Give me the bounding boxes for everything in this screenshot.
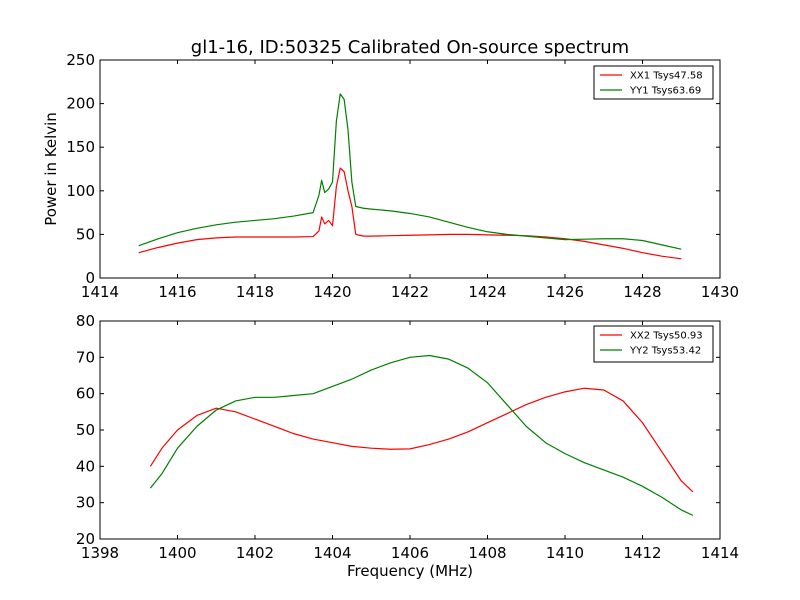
series-line-2 bbox=[138, 93, 682, 250]
x-tick-label: 1416 bbox=[158, 283, 196, 301]
y-tick-label: 250 bbox=[66, 51, 95, 69]
x-tick-label: 1414 bbox=[701, 544, 739, 562]
y-tick-label: 60 bbox=[76, 385, 95, 403]
y-tick-label: 200 bbox=[66, 95, 95, 113]
x-tick-label: 1406 bbox=[391, 544, 429, 562]
y-tick-label: 150 bbox=[66, 138, 95, 156]
legend-entry-1: XX2 Tsys50.93 bbox=[630, 331, 703, 342]
x-tick-label: 1418 bbox=[236, 283, 274, 301]
figure-title: gl1-16, ID:50325 Calibrated On-source sp… bbox=[191, 37, 629, 58]
y-tick-label: 100 bbox=[66, 182, 95, 200]
legend: XX1 Tsys47.58 YY1 Tsys63.69 bbox=[593, 65, 714, 100]
legend-box bbox=[593, 65, 714, 100]
x-tick-label: 1430 bbox=[701, 283, 739, 301]
legend-entry-2: YY2 Tsys53.42 bbox=[629, 346, 701, 357]
legend-entry-2: YY1 Tsys63.69 bbox=[629, 86, 701, 97]
x-tick-label: 1408 bbox=[468, 544, 506, 562]
x-tick-label: 1414 bbox=[81, 283, 119, 301]
y-tick-label: 80 bbox=[76, 312, 95, 330]
y-tick-label: 50 bbox=[76, 421, 95, 439]
y-tick-label: 20 bbox=[76, 530, 95, 548]
x-tick-label: 1400 bbox=[158, 544, 196, 562]
legend-box bbox=[593, 325, 714, 363]
y-tick-label: 0 bbox=[85, 269, 95, 287]
series-line-1 bbox=[149, 387, 694, 493]
legend-entry-1: XX1 Tsys47.58 bbox=[630, 71, 703, 82]
y-tick-label: 70 bbox=[76, 348, 95, 366]
series-line-1 bbox=[138, 167, 682, 260]
x-axis-label: Frequency (MHz) bbox=[347, 562, 473, 580]
x-tick-label: 1412 bbox=[623, 544, 661, 562]
y-tick-label: 40 bbox=[76, 457, 95, 475]
x-tick-label: 1420 bbox=[313, 283, 351, 301]
legend: XX2 Tsys50.93 YY2 Tsys53.42 bbox=[593, 325, 714, 363]
x-tick-label: 1404 bbox=[313, 544, 351, 562]
x-tick-label: 1424 bbox=[468, 283, 506, 301]
y-tick-label: 30 bbox=[76, 494, 95, 512]
y-axis-label: Power in Kelvin bbox=[42, 112, 60, 226]
x-tick-label: 1422 bbox=[391, 283, 429, 301]
x-tick-label: 1410 bbox=[546, 544, 584, 562]
chart-bottom: 1398 1400 1402 1404 1406 1408 1410 1412 1414 20 30… bbox=[76, 312, 739, 580]
series-line-2 bbox=[149, 354, 694, 516]
x-tick-label: 1398 bbox=[81, 544, 119, 562]
chart-top: 1414 1416 1418 1420 1422 1424 1426 1428 1430 0 50 1… bbox=[42, 51, 739, 301]
y-tick-label: 50 bbox=[76, 225, 95, 243]
x-tick-label: 1426 bbox=[546, 283, 584, 301]
x-tick-label: 1428 bbox=[623, 283, 661, 301]
x-tick-label: 1402 bbox=[236, 544, 274, 562]
